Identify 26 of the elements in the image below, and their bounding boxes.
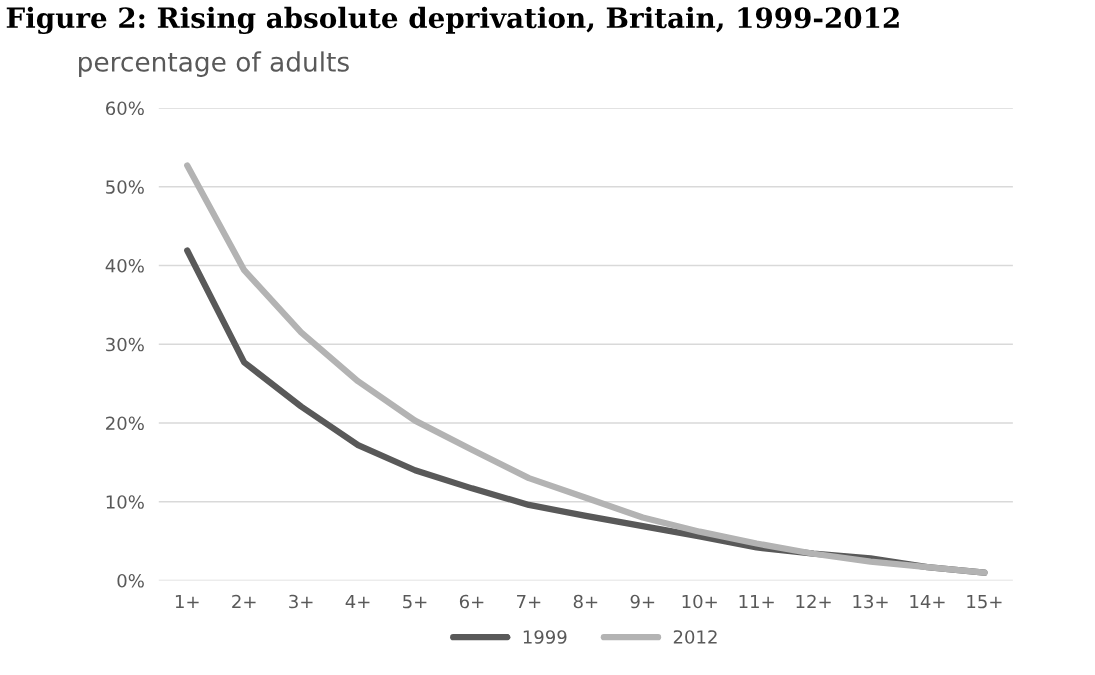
x-tick-label: 6+	[459, 594, 484, 609]
x-tick-label: 11+	[739, 594, 774, 609]
x-tick-label: 1+	[175, 594, 199, 609]
y-tick-label: 50%	[106, 180, 144, 194]
legend-label: 1999	[523, 630, 567, 644]
y-tick-label: 30%	[106, 337, 144, 352]
x-tick-label: 4+	[345, 594, 370, 609]
y-tick-label: 20%	[106, 416, 144, 431]
x-tick-label: 9+	[630, 594, 655, 609]
y-tick-label: 60%	[106, 101, 144, 116]
legend-label: 2012	[673, 630, 717, 644]
x-tick-label: 3+	[289, 594, 313, 609]
x-tick-label: 8+	[573, 594, 598, 609]
x-tick-label: 10+	[682, 594, 717, 609]
x-tick-label: 2+	[232, 594, 256, 609]
chart-title: Figure 2: Rising absolute deprivation, Britain, 1999-2012	[6, 6, 899, 35]
y-tick-label: 40%	[105, 258, 144, 273]
x-tick-label: 15+	[967, 594, 1002, 609]
y-axis-title: percentage of adults	[79, 51, 349, 77]
x-tick-label: 14+	[910, 594, 945, 609]
x-tick-label: 7+	[517, 594, 541, 609]
x-tick-label: 13+	[853, 594, 888, 609]
y-tick-label: 0%	[117, 573, 144, 588]
x-tick-label: 5+	[403, 594, 427, 609]
y-tick-label: 10%	[106, 495, 144, 509]
x-tick-label: 12+	[796, 594, 831, 609]
